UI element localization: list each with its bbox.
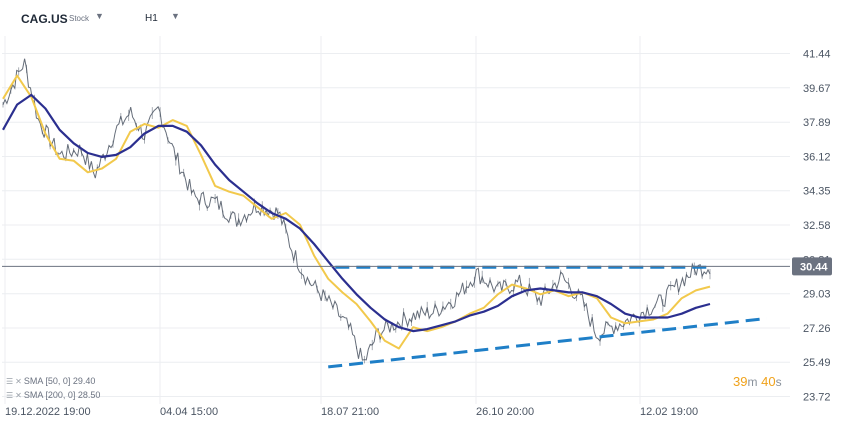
- drag-handle-icon[interactable]: ☰: [6, 391, 14, 400]
- sma-50-line: [2, 74, 711, 350]
- sma-200-line: [2, 93, 711, 333]
- countdown-minutes-unit: m: [747, 375, 758, 389]
- x-tick-label: 04.04 15:00: [160, 406, 218, 418]
- x-tick-label: 26.10 20:00: [476, 406, 534, 418]
- candle-countdown: 39m 40s: [733, 374, 782, 389]
- y-tick-label: 36.12: [803, 151, 831, 163]
- legend-sma-200: ☰ ✕ SMA [200, 0] 28.50: [6, 390, 100, 400]
- y-tick-label: 32.58: [803, 220, 831, 232]
- current-price-badge: [792, 257, 832, 276]
- chart-grid: [2, 36, 790, 404]
- timeframe-dropdown-icon[interactable]: ▼: [171, 11, 180, 21]
- y-axis: 41.4439.6737.8936.1234.3532.5830.8129.03…: [803, 49, 831, 404]
- x-tick-label: 19.12.2022 19:00: [5, 406, 91, 418]
- countdown-seconds-unit: s: [775, 375, 782, 389]
- y-tick-label: 34.35: [803, 186, 831, 198]
- x-tick-label: 18.07 21:00: [321, 406, 379, 418]
- close-icon[interactable]: ✕: [15, 391, 22, 400]
- countdown-minutes: 39: [733, 374, 748, 389]
- drag-handle-icon[interactable]: ☰: [6, 377, 14, 386]
- price-series: [2, 58, 711, 361]
- y-tick-label: 37.89: [803, 117, 831, 129]
- symbol-type-label: Stock: [69, 14, 90, 23]
- y-tick-label: 27.26: [803, 323, 831, 335]
- price-overlay: 30.44: [2, 257, 832, 369]
- plot-area: [2, 58, 711, 364]
- chart-header: CAG.US Stock ▼ H1 ▼: [0, 0, 859, 34]
- support-trendline: [328, 317, 767, 369]
- y-tick-label: 29.03: [803, 289, 831, 301]
- legend-sma-50-label: SMA [50, 0] 29.40: [23, 376, 96, 386]
- countdown-seconds: 40: [761, 374, 776, 389]
- legend-sma-50: ☰ ✕ SMA [50, 0] 29.40: [6, 376, 95, 386]
- x-tick-label: 12.02 19:00: [640, 406, 698, 418]
- symbol-dropdown-icon[interactable]: ▼: [95, 11, 104, 21]
- timeframe-label[interactable]: H1: [145, 13, 158, 24]
- symbol-label[interactable]: CAG.US: [21, 12, 68, 26]
- y-tick-label: 23.72: [803, 392, 831, 404]
- x-axis: 19.12.2022 19:00 04.04 15:00 18.07 21:00 26…: [5, 406, 698, 418]
- current-price-label: 30.44: [800, 261, 828, 273]
- y-tick-label: 39.67: [803, 83, 831, 95]
- y-tick-label: 41.44: [803, 49, 831, 61]
- y-tick-label: 25.49: [803, 357, 831, 369]
- close-icon[interactable]: ✕: [15, 377, 22, 386]
- legend-sma-200-label: SMA [200, 0] 28.50: [23, 390, 101, 400]
